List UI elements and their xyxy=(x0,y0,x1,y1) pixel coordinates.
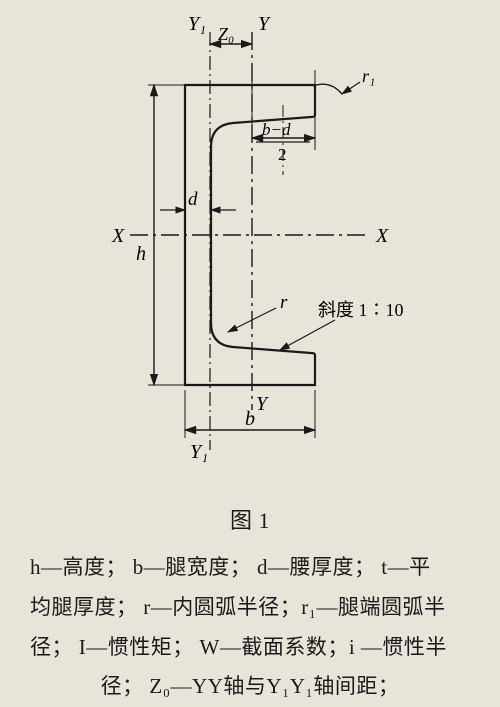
label-b-minus-d: b−d xyxy=(262,120,291,139)
figure-caption-title: 图 1 xyxy=(30,500,470,542)
label-Y-bottom: Y xyxy=(256,393,269,415)
legend-line-4: 径； Z₀—YY轴与Y₁Y₁轴间距； xyxy=(30,667,470,707)
label-X-right: X xyxy=(375,225,389,247)
label-Y1-bottom: Y₁ xyxy=(190,441,208,463)
caption-block: 图 1 h—高度； b—腿宽度； d—腰厚度； t—平 均腿厚度； r—内圆弧半… xyxy=(30,500,470,707)
label-r1: r₁ xyxy=(362,66,375,86)
legend-line-2: 均腿厚度； r—内圆弧半径；r₁—腿端圆弧半 xyxy=(30,588,470,628)
legend-line-3: 径； I—惯性矩； W—截面系数；i —惯性半 xyxy=(30,628,470,668)
label-r: r xyxy=(280,292,288,313)
label-two: 2 xyxy=(278,145,287,164)
figure-area: r₁ b−d 2 d X X Y Y Y₁ xyxy=(50,10,450,490)
label-X-left: X xyxy=(111,225,125,247)
label-Y1-top: Y₁ xyxy=(188,13,206,35)
label-slope: 斜度 1∶10 xyxy=(318,300,404,320)
channel-section-diagram: r₁ b−d 2 d X X Y Y Y₁ xyxy=(50,10,450,490)
page: r₁ b−d 2 d X X Y Y Y₁ xyxy=(0,0,500,666)
label-Z0: Z₀ xyxy=(218,24,234,44)
label-Y-top: Y xyxy=(258,13,271,35)
r1-fillet xyxy=(313,84,342,94)
label-b: b xyxy=(245,408,255,430)
legend-line-1: h—高度； b—腿宽度； d—腰厚度； t—平 xyxy=(30,548,470,588)
label-h: h xyxy=(136,243,146,265)
label-d: d xyxy=(188,189,198,210)
